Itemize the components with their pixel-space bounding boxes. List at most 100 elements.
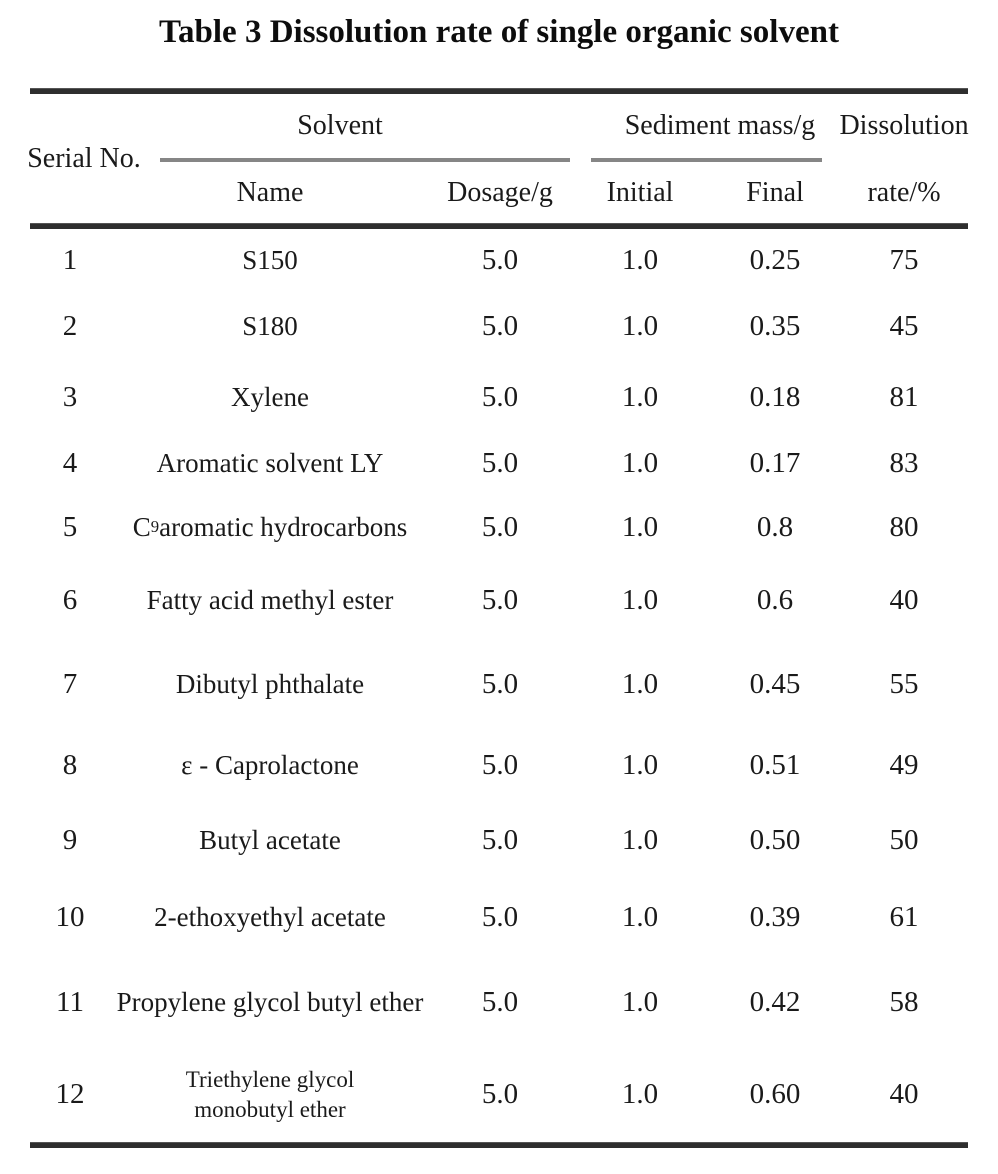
cell-final-mass: 0.39 [749, 900, 801, 933]
cell-solvent-name: Fatty acid methyl ester [146, 584, 394, 615]
name-line-1: Triethylene glycol [185, 1066, 355, 1092]
cell-initial-mass: 1.0 [621, 900, 659, 933]
cell-dosage: 5.0 [481, 310, 519, 342]
cell-initial-mass: 1.0 [621, 667, 659, 700]
cell-initial-mass: 1.0 [621, 510, 659, 543]
cell-dosage: 5.0 [481, 583, 519, 616]
cell-dissolution-rate: 81 [889, 380, 919, 413]
solvent-spanner-rule [160, 158, 570, 162]
final-header: Final [746, 176, 804, 208]
table-row: 1 S150 5.0 1.0 0.25 75 [30, 229, 968, 291]
cell-solvent-name: Propylene glycol butyl ether [116, 986, 424, 1017]
cell-solvent-name: Aromatic solvent LY [156, 448, 384, 478]
cell-serial: 7 [62, 667, 78, 700]
cell-initial-mass: 1.0 [621, 380, 659, 413]
cell-dosage: 5.0 [481, 380, 519, 413]
cell-serial: 12 [55, 1078, 85, 1110]
cell-dissolution-rate: 49 [889, 748, 919, 781]
cell-serial: 9 [62, 823, 78, 856]
solvent-group-header: Solvent Name Dosage/g [110, 94, 570, 223]
cell-dosage: 5.0 [481, 1078, 519, 1110]
name-line-2: monobutyl ether [194, 1096, 346, 1122]
dissolution-rate-header: Dissolution rate/% [839, 94, 969, 223]
header-rule [30, 223, 968, 229]
sediment-group-header: Sediment mass/g Initial Final [570, 94, 840, 223]
cell-final-mass: 0.45 [749, 667, 801, 700]
cell-dissolution-rate: 45 [889, 310, 919, 342]
cell-initial-mass: 1.0 [621, 447, 659, 479]
dissolution-rate-line1: Dissolution [839, 110, 969, 141]
cell-final-mass: 0.17 [749, 447, 801, 479]
table-row: 8 ε - Caprolactone 5.0 1.0 0.51 49 [30, 727, 968, 803]
dissolution-rate-line2: rate/% [867, 176, 941, 208]
cell-serial: 3 [62, 380, 78, 413]
cell-dissolution-rate: 50 [889, 823, 919, 856]
table-row: 6 Fatty acid methyl ester 5.0 1.0 0.6 40 [30, 559, 968, 641]
cell-final-mass: 0.8 [756, 510, 794, 543]
cell-dosage: 5.0 [481, 510, 519, 543]
cell-dissolution-rate: 40 [889, 1078, 919, 1110]
cell-serial: 8 [62, 748, 78, 781]
cell-serial: 10 [55, 900, 85, 933]
table-row: 2 S180 5.0 1.0 0.35 45 [30, 291, 968, 362]
table-row: 4 Aromatic solvent LY 5.0 1.0 0.17 83 [30, 432, 968, 495]
cell-solvent-name: S180 [242, 311, 298, 341]
cell-final-mass: 0.60 [749, 1078, 801, 1110]
cell-initial-mass: 1.0 [621, 1078, 659, 1110]
cell-dissolution-rate: 40 [889, 583, 919, 616]
cell-solvent-name: Xylene [231, 381, 309, 412]
table-row: 11 Propylene glycol butyl ether 5.0 1.0 … [30, 957, 968, 1047]
cell-serial: 5 [62, 510, 78, 543]
cell-final-mass: 0.50 [749, 823, 801, 856]
cell-serial: 4 [62, 447, 78, 479]
sediment-spanner-rule [591, 158, 822, 162]
table-row: 10 2-ethoxyethyl acetate 5.0 1.0 0.39 61 [30, 877, 968, 957]
cell-final-mass: 0.6 [756, 583, 794, 616]
table-row: 12 Triethylene glycol monobutyl ether 5.… [30, 1047, 968, 1142]
table-row: 9 Butyl acetate 5.0 1.0 0.50 50 [30, 803, 968, 877]
cell-dosage: 5.0 [481, 823, 519, 856]
cell-solvent-name: Dibutyl phthalate [175, 668, 365, 699]
table-row: 7 Dibutyl phthalate 5.0 1.0 0.45 55 [30, 641, 968, 727]
cell-dissolution-rate: 80 [889, 510, 919, 543]
dissolution-table: Serial No. Solvent Name Dosage/g Sedimen… [27, 88, 969, 1148]
cell-serial: 2 [62, 310, 78, 342]
solvent-group-label: Solvent [297, 110, 383, 141]
paper-page: Table 3 Dissolution rate of single organ… [0, 12, 998, 1174]
top-rule [30, 88, 968, 94]
cell-initial-mass: 1.0 [621, 310, 659, 342]
cell-solvent-name: 2-ethoxyethyl acetate [154, 901, 386, 932]
cell-final-mass: 0.51 [749, 748, 801, 781]
cell-dosage: 5.0 [481, 900, 519, 933]
cell-solvent-name: Butyl acetate [199, 824, 341, 855]
cell-serial: 6 [62, 583, 78, 616]
cell-initial-mass: 1.0 [621, 823, 659, 856]
cell-final-mass: 0.42 [749, 985, 801, 1018]
cell-initial-mass: 1.0 [621, 748, 659, 781]
bottom-rule [30, 1142, 968, 1148]
cell-solvent-name: ε - Caprolactone [181, 749, 359, 780]
cell-serial: 1 [62, 243, 78, 276]
cell-dissolution-rate: 55 [889, 667, 919, 700]
table-title: Table 3 Dissolution rate of single organ… [159, 14, 839, 50]
cell-initial-mass: 1.0 [621, 583, 659, 616]
cell-solvent-name: S150 [242, 244, 298, 275]
cell-final-mass: 0.35 [749, 310, 801, 342]
cell-dissolution-rate: 61 [889, 900, 919, 933]
cell-dissolution-rate: 58 [889, 985, 919, 1018]
cell-dissolution-rate: 83 [889, 447, 919, 479]
cell-solvent-name: Triethylene glycol monobutyl ether [110, 1047, 430, 1142]
cell-dosage: 5.0 [481, 447, 519, 479]
sediment-group-label: Sediment mass/g [624, 110, 816, 141]
cell-serial: 11 [56, 985, 84, 1018]
dosage-header: Dosage/g [447, 176, 553, 208]
cell-dosage: 5.0 [481, 243, 519, 276]
serial-no-header: Serial No. [27, 142, 141, 174]
cell-initial-mass: 1.0 [621, 243, 659, 276]
cell-dosage: 5.0 [481, 985, 519, 1018]
cell-dissolution-rate: 75 [889, 243, 919, 276]
table-body: 1 S150 5.0 1.0 0.25 75 2 S180 5.0 1.0 0.… [30, 229, 968, 1142]
table-row: 3 Xylene 5.0 1.0 0.18 81 [30, 362, 968, 432]
